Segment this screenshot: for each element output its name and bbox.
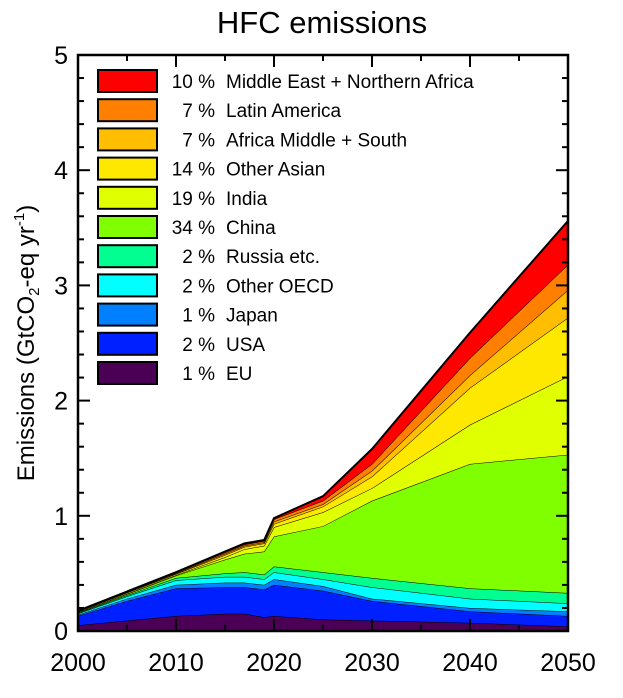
- legend-label: Middle East + Northern Africa: [226, 72, 474, 93]
- legend-share: 2 %: [182, 276, 215, 297]
- legend-label: USA: [226, 335, 265, 356]
- area-boundary-line: [77, 220, 569, 612]
- legend-share: 7 %: [182, 101, 215, 122]
- legend-label: India: [226, 189, 268, 210]
- y-axis-label-mid: -eq yr: [13, 226, 40, 287]
- legend-item-other-asian: 14 % Other Asian: [97, 156, 325, 181]
- axes: 0 1 2 3 4 5 2000 2010 2020 2030 2040 2050: [50, 42, 596, 677]
- legend-item-eu: 1 % EU: [97, 361, 252, 385]
- area-eu: [78, 613, 568, 631]
- legend-swatch: [97, 215, 158, 239]
- legend-swatch: [97, 331, 158, 356]
- stacked-areas: [77, 220, 569, 631]
- y-tick-label: 3: [54, 272, 68, 300]
- chart-title: HFC emissions: [217, 5, 427, 40]
- area-other-oecd: [78, 572, 568, 615]
- legend-swatch: [97, 98, 158, 123]
- area-japan: [78, 579, 568, 616]
- legend-share: 1 %: [182, 364, 215, 385]
- legend-item-other-oecd: 2 % Other OECD: [97, 273, 334, 298]
- y-tick-label: 1: [54, 503, 68, 531]
- legend-label: Latin America: [226, 101, 342, 122]
- x-tick-label: 2030: [344, 649, 400, 677]
- legend-item-japan: 1 % Japan: [97, 302, 278, 327]
- y-axis-label: Emissions (GtCO2-eq yr-1): [11, 205, 43, 481]
- y-tick-label: 4: [54, 157, 68, 185]
- legend-share: 14 %: [172, 160, 215, 181]
- legend-item-africa-middle-south: 7 % Africa Middle + South: [97, 127, 407, 152]
- legend-share: 34 %: [172, 218, 215, 239]
- legend-item-china: 34 % China: [97, 215, 276, 239]
- x-tick-label: 2010: [148, 649, 204, 677]
- legend-item-usa: 2 % USA: [97, 331, 265, 356]
- area-china: [78, 454, 568, 614]
- legend-item-russia-etc-: 2 % Russia etc.: [97, 244, 320, 269]
- legend-label: Africa Middle + South: [226, 130, 407, 151]
- y-axis-label-sup: -1: [11, 213, 28, 226]
- legend-item-india: 19 % India: [97, 185, 268, 210]
- x-tick-label: 2000: [50, 649, 106, 677]
- y-axis-label-end: ): [13, 205, 40, 213]
- legend-swatch: [97, 244, 158, 269]
- legend-share: 2 %: [182, 335, 215, 356]
- legend-label: China: [226, 218, 276, 239]
- x-tick-label: 2050: [540, 649, 596, 677]
- legend-share: 1 %: [182, 306, 215, 327]
- legend-label: Other Asian: [226, 160, 325, 181]
- legend-swatch: [97, 156, 158, 181]
- legend-swatch: [97, 302, 158, 327]
- area-usa: [78, 584, 568, 627]
- y-axis-label-main: Emissions (GtCO: [13, 296, 40, 481]
- legend-share: 2 %: [182, 247, 215, 268]
- legend-label: Other OECD: [226, 276, 334, 297]
- legend-item-latin-america: 7 % Latin America: [97, 98, 342, 123]
- y-tick-label: 5: [54, 42, 68, 70]
- legend-label: Japan: [226, 306, 278, 327]
- y-axis-label-sub: 2: [26, 288, 43, 296]
- legend-item-middle-east-northern-africa: 10 % Middle East + Northern Africa: [97, 69, 474, 93]
- legend: 10 % Middle East + Northern Africa 7 % Lati…: [97, 69, 474, 385]
- x-tick-label: 2020: [246, 649, 302, 677]
- legend-label: EU: [226, 364, 252, 385]
- y-tick-label: 0: [54, 618, 68, 646]
- legend-share: 19 %: [172, 189, 215, 210]
- x-tick-label: 2040: [442, 649, 498, 677]
- legend-label: Russia etc.: [226, 247, 320, 268]
- legend-share: 7 %: [182, 130, 215, 151]
- legend-swatch: [97, 69, 158, 93]
- legend-swatch: [97, 273, 158, 298]
- legend-swatch: [97, 185, 158, 210]
- legend-share: 10 %: [172, 72, 215, 93]
- legend-swatch: [97, 361, 158, 385]
- y-tick-label: 2: [54, 388, 68, 416]
- legend-swatch: [97, 127, 158, 152]
- area-russia-etc-: [78, 566, 568, 614]
